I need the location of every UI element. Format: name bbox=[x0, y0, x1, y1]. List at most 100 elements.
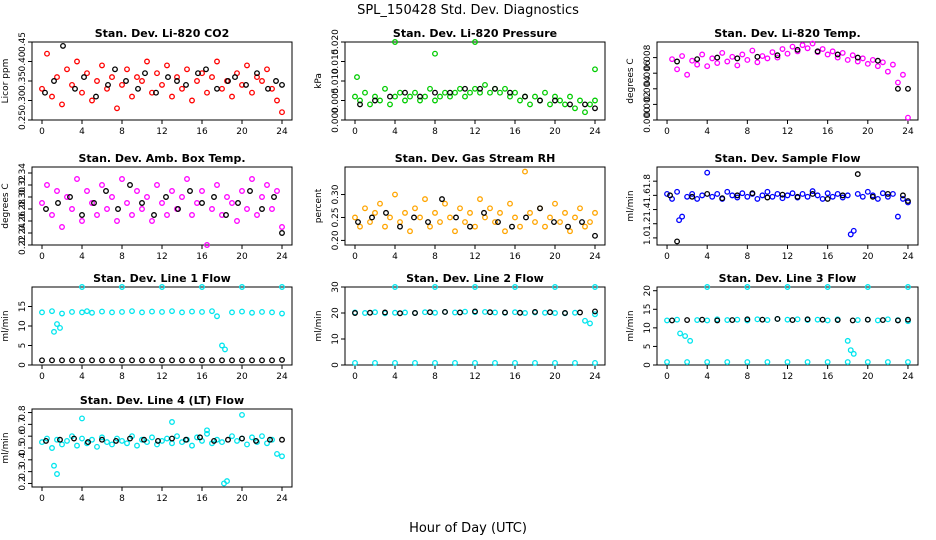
data-point bbox=[224, 194, 230, 200]
data-point bbox=[119, 437, 125, 444]
data-point bbox=[894, 317, 901, 324]
data-point bbox=[874, 57, 881, 64]
data-point bbox=[129, 357, 135, 364]
y-tick-label: 0.010 bbox=[331, 68, 341, 94]
data-point bbox=[512, 214, 518, 221]
data-point bbox=[79, 284, 85, 290]
y-tick-label: 20 bbox=[643, 285, 653, 297]
data-point bbox=[229, 357, 235, 364]
data-point bbox=[457, 205, 463, 212]
y-axis-label: ml/min bbox=[314, 310, 324, 341]
data-point bbox=[267, 436, 273, 443]
data-point bbox=[114, 105, 120, 112]
data-point bbox=[264, 66, 270, 73]
data-point bbox=[694, 61, 701, 68]
data-point bbox=[134, 74, 140, 81]
data-point bbox=[679, 213, 686, 220]
data-point bbox=[377, 97, 383, 104]
data-point bbox=[905, 359, 911, 365]
x-tick-label: 0 bbox=[352, 252, 358, 262]
data-point bbox=[824, 359, 831, 365]
data-point bbox=[139, 436, 145, 443]
data-point bbox=[129, 212, 135, 218]
data-point bbox=[412, 205, 418, 212]
data-point bbox=[259, 309, 265, 315]
data-point bbox=[199, 188, 205, 194]
data-point bbox=[99, 308, 105, 315]
data-point bbox=[89, 97, 95, 104]
data-point bbox=[169, 419, 175, 425]
x-tick-label: 8 bbox=[744, 252, 750, 262]
data-point bbox=[824, 284, 831, 290]
data-point bbox=[482, 81, 488, 88]
data-point bbox=[112, 66, 118, 73]
data-point bbox=[59, 441, 65, 448]
y-tick-label: 0.30 bbox=[18, 187, 28, 207]
y-tick-label: 0.26 bbox=[18, 211, 28, 231]
data-point bbox=[552, 310, 558, 316]
data-point bbox=[239, 411, 245, 418]
data-point bbox=[676, 217, 683, 224]
data-point bbox=[57, 325, 63, 331]
data-point bbox=[462, 85, 468, 92]
data-point bbox=[704, 63, 711, 70]
data-point bbox=[669, 317, 676, 324]
x-tick-label: 20 bbox=[236, 127, 248, 137]
data-point bbox=[352, 310, 358, 316]
y-tick-label: 20 bbox=[331, 307, 341, 319]
data-point bbox=[804, 359, 811, 365]
data-point bbox=[224, 478, 230, 485]
data-point bbox=[99, 62, 105, 69]
data-point bbox=[714, 190, 721, 197]
data-point bbox=[729, 192, 736, 199]
data-point bbox=[397, 310, 403, 317]
data-point bbox=[462, 219, 468, 226]
data-point bbox=[874, 317, 881, 324]
data-point bbox=[784, 284, 791, 290]
data-point bbox=[547, 309, 553, 316]
y-tick-label: 0.3 bbox=[18, 464, 28, 478]
data-point bbox=[144, 194, 150, 200]
data-point bbox=[362, 205, 368, 212]
data-point bbox=[219, 342, 225, 349]
data-point bbox=[432, 284, 438, 290]
data-point bbox=[279, 109, 285, 116]
data-point bbox=[834, 54, 841, 61]
data-point bbox=[432, 50, 438, 57]
data-point bbox=[239, 284, 245, 290]
data-point bbox=[779, 46, 786, 52]
y-axis-label: Licor ppm bbox=[1, 59, 11, 104]
data-point bbox=[847, 231, 854, 238]
data-point bbox=[582, 101, 588, 108]
data-point bbox=[517, 223, 523, 230]
data-point bbox=[587, 219, 593, 226]
data-point bbox=[804, 193, 811, 200]
panel-title: Stan. Dev. Line 3 Flow bbox=[719, 272, 857, 285]
x-tick-label: 0 bbox=[352, 127, 358, 137]
data-point bbox=[884, 359, 891, 365]
data-point bbox=[824, 317, 831, 324]
data-point bbox=[149, 357, 155, 364]
data-point bbox=[894, 79, 901, 86]
x-tick-label: 16 bbox=[822, 252, 834, 262]
data-point bbox=[203, 66, 209, 73]
data-point bbox=[93, 93, 99, 100]
data-point bbox=[79, 212, 85, 218]
data-point bbox=[472, 85, 478, 92]
data-point bbox=[552, 93, 558, 100]
data-point bbox=[372, 359, 378, 366]
x-tick-label: 20 bbox=[862, 127, 874, 137]
x-tick-label: 0 bbox=[664, 372, 670, 382]
data-point bbox=[54, 471, 60, 477]
data-point bbox=[49, 357, 55, 364]
data-point bbox=[195, 70, 201, 77]
y-tick-label: 0.002 bbox=[643, 92, 653, 118]
data-point bbox=[547, 214, 553, 221]
data-point bbox=[522, 168, 528, 175]
data-point bbox=[850, 227, 857, 234]
data-point bbox=[234, 437, 240, 444]
data-point bbox=[372, 309, 378, 316]
y-axis-label: ml/min bbox=[626, 310, 636, 341]
data-point bbox=[667, 192, 673, 199]
data-point bbox=[397, 89, 403, 96]
